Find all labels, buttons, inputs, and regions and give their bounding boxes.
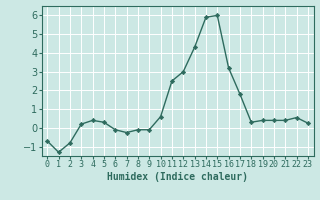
X-axis label: Humidex (Indice chaleur): Humidex (Indice chaleur) [107, 172, 248, 182]
